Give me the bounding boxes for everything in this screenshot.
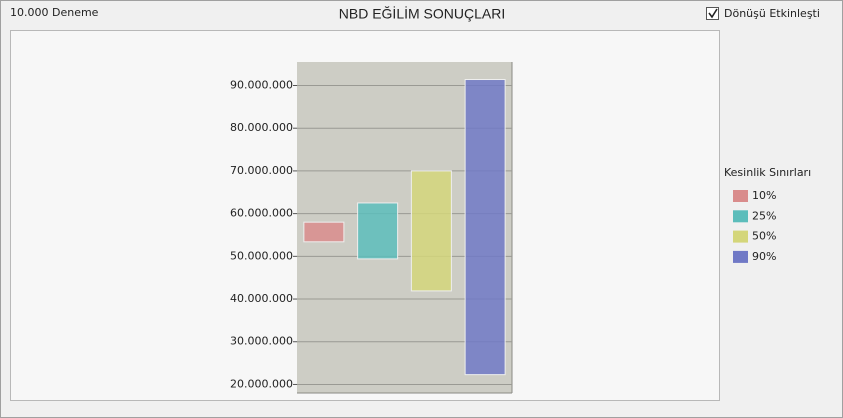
y-tick-label: 90.000.000 bbox=[230, 78, 293, 91]
bar bbox=[464, 79, 506, 376]
legend-label: 50% bbox=[752, 230, 776, 243]
bar bbox=[410, 170, 452, 292]
chart-title: NBD EĞİLİM SONUÇLARI bbox=[339, 5, 505, 22]
y-tick-label: 20.000.000 bbox=[230, 377, 293, 390]
legend-title: Kesinlik Sınırları bbox=[724, 166, 811, 179]
trials-label: 10.000 Deneme bbox=[10, 6, 99, 19]
bar bbox=[303, 221, 345, 243]
checkbox-check[interactable] bbox=[708, 8, 718, 19]
bar bbox=[357, 202, 399, 260]
legend-swatch bbox=[733, 210, 748, 223]
y-tick-label: 30.000.000 bbox=[230, 335, 293, 348]
legend-swatch bbox=[733, 250, 748, 263]
legend-swatch bbox=[733, 230, 748, 243]
legend-swatch bbox=[733, 190, 748, 202]
checkbox[interactable]: Dönüşü Etkinleşti bbox=[706, 7, 820, 20]
y-tick-label: 40.000.000 bbox=[230, 292, 293, 305]
checkbox-label[interactable]: Dönüşü Etkinleşti bbox=[724, 7, 820, 20]
y-tick-label: 50.000.000 bbox=[230, 249, 293, 262]
y-tick-label: 80.000.000 bbox=[230, 121, 293, 134]
legend-label: 25% bbox=[752, 209, 776, 222]
y-tick-label: 60.000.000 bbox=[230, 207, 293, 220]
legend-label: 10% bbox=[752, 189, 776, 202]
legend-label: 90% bbox=[752, 250, 776, 263]
y-tick-label: 70.000.000 bbox=[230, 164, 293, 177]
